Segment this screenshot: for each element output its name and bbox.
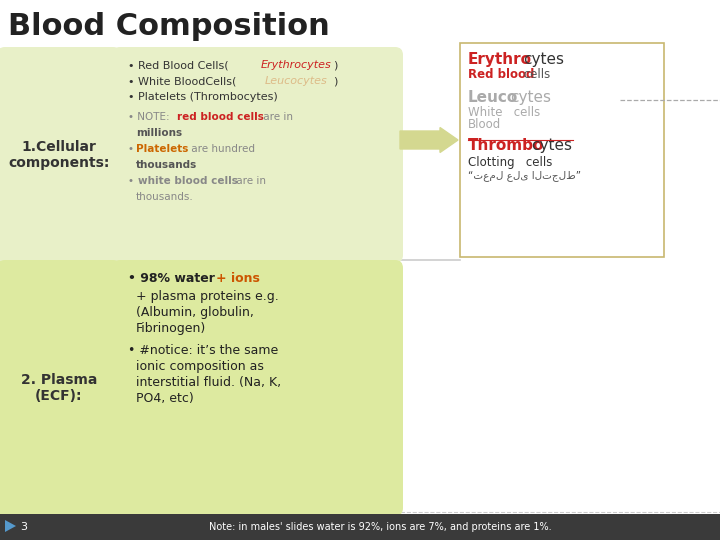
Text: are hundred: are hundred [188,144,255,154]
Text: ): ) [327,76,338,86]
Text: are in: are in [260,112,293,122]
FancyBboxPatch shape [0,514,720,540]
Text: Red blood: Red blood [468,68,534,81]
Text: (Albumin, globulin,: (Albumin, globulin, [136,306,254,319]
Text: ionic composition as: ionic composition as [136,360,264,373]
Text: Platelets: Platelets [136,144,189,154]
Text: thousands.: thousands. [136,192,194,202]
Text: + ions: + ions [216,272,260,285]
FancyBboxPatch shape [112,47,403,263]
Text: 3: 3 [20,522,27,532]
Text: Erythro: Erythro [468,52,532,67]
Text: white blood cells: white blood cells [138,176,238,186]
Text: • White BloodCells(: • White BloodCells( [128,76,236,86]
Text: Blood Composition: Blood Composition [8,12,330,41]
Polygon shape [5,520,16,532]
Text: Fibrinogen): Fibrinogen) [136,322,206,335]
Text: cytes: cytes [523,52,564,67]
Text: White   cells: White cells [468,106,540,119]
Text: thousands: thousands [136,160,197,170]
FancyArrow shape [400,127,458,152]
Text: • 98% water: • 98% water [128,272,220,285]
Text: Note: in males' slides water is 92%, ions are 7%, and proteins are 1%.: Note: in males' slides water is 92%, ion… [209,522,552,532]
Text: cytes: cytes [510,90,551,105]
Text: cells: cells [520,68,550,81]
Text: • Red Blood Cells(: • Red Blood Cells( [128,60,229,70]
Text: Erythrocytes: Erythrocytes [261,60,332,70]
Text: PO4, etc): PO4, etc) [136,392,194,405]
FancyBboxPatch shape [0,47,121,263]
Text: 1.Cellular
components:: 1.Cellular components: [9,140,109,170]
FancyBboxPatch shape [460,43,664,257]
Text: Blood: Blood [468,118,501,131]
Text: interstitial fluid. (Na, K,: interstitial fluid. (Na, K, [136,376,281,389]
FancyBboxPatch shape [112,260,403,516]
Text: cytes: cytes [531,138,572,153]
FancyBboxPatch shape [0,260,121,516]
Text: • NOTE:: • NOTE: [128,112,176,122]
Text: red blood cells: red blood cells [177,112,264,122]
Text: 2. Plasma
(ECF):: 2. Plasma (ECF): [21,373,97,403]
Text: Clotting   cells: Clotting cells [468,156,552,169]
Text: “تعمل على التجلط”: “تعمل على التجلط” [468,170,581,181]
Text: ): ) [333,60,338,70]
Text: + plasma proteins e.g.: + plasma proteins e.g. [136,290,279,303]
Text: •: • [128,176,140,186]
Text: millions: millions [136,128,182,138]
Text: Thrombo: Thrombo [468,138,544,153]
Text: • Platelets (Thrombocytes): • Platelets (Thrombocytes) [128,92,278,102]
Text: •: • [128,144,138,154]
Text: • #notice: it’s the same: • #notice: it’s the same [128,344,278,357]
Text: Leucocytes: Leucocytes [265,76,328,86]
Text: are in: are in [233,176,266,186]
Text: Leuco: Leuco [468,90,518,105]
